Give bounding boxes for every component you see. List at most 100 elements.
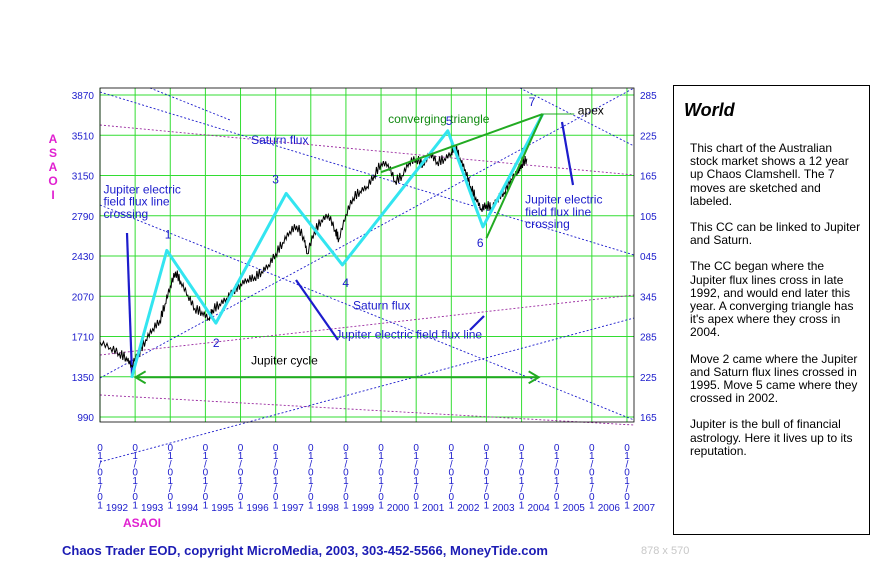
x-date-tick-char: 1 <box>97 451 103 462</box>
x-date-tick-char: 0 <box>519 492 525 503</box>
x-date-tick-char: 0 <box>273 468 279 479</box>
x-date-tick-char: / <box>169 484 172 495</box>
x-date-tick-char: 1 <box>519 451 525 462</box>
x-year-label: 1994 <box>176 503 199 514</box>
x-date-tick-char: / <box>345 484 348 495</box>
move-label: 3 <box>272 172 279 186</box>
x-date-tick-char: / <box>520 484 523 495</box>
cycle-arrow-head-right <box>528 370 541 385</box>
x-year-label: 1993 <box>141 503 164 514</box>
x-date-tick-char: / <box>380 484 383 495</box>
jupiter-flux-segment <box>469 315 485 331</box>
clamshell-moves: 1 2 3 4 5 6 7 <box>130 95 545 379</box>
x-date-tick-char: 1 <box>132 500 138 511</box>
x-date-tick-char: / <box>485 459 488 470</box>
x-date-tick-char: / <box>555 459 558 470</box>
saturn-flux-line <box>99 124 635 176</box>
x-date-tick-char: / <box>169 459 172 470</box>
symbol-vertical-char: O <box>48 174 57 188</box>
jupiter-cycle-arrow <box>133 370 541 385</box>
x-date-tick-char: 1 <box>554 500 560 511</box>
symbol-bottom-label: ASAOI <box>123 516 161 530</box>
x-date-tick-char: 1 <box>589 500 595 511</box>
x-date-tick-char: 0 <box>554 492 560 503</box>
x-date-tick-char: 0 <box>132 443 138 454</box>
x-date-tick-char: 1 <box>343 500 349 511</box>
x-year-label: 1996 <box>246 503 269 514</box>
x-year-label: 2000 <box>387 503 410 514</box>
x-date-tick-char: 1 <box>97 476 103 487</box>
y-tick-label-right: 165 <box>640 413 657 424</box>
x-date-tick-char: / <box>274 459 277 470</box>
plot-frame <box>99 87 635 423</box>
x-date-tick-char: 1 <box>484 500 490 511</box>
y-tick-label-right: 345 <box>640 292 657 303</box>
triangle-lower-line <box>485 113 544 239</box>
x-date-tick-char: / <box>274 484 277 495</box>
footer-copyright: Chaos Trader EOD, copyright MicroMedia, … <box>62 543 548 558</box>
price-line <box>99 144 528 369</box>
x-date-tick-char: 0 <box>97 468 103 479</box>
x-year-label: 2004 <box>527 503 550 514</box>
x-date-tick-char: 0 <box>378 443 384 454</box>
panel-paragraph: Jupiter is the bull of financial astrolo… <box>690 417 853 458</box>
panel-paragraph: This chart of the Australian stock marke… <box>690 141 849 208</box>
move-label: 4 <box>342 276 349 290</box>
x-date-tick-char: 1 <box>554 451 560 462</box>
x-date-tick-char: 0 <box>413 492 419 503</box>
x-date-tick-char: 0 <box>589 468 595 479</box>
y-tick-label-left: 3510 <box>72 131 95 142</box>
x-year-label: 1999 <box>352 503 375 514</box>
y-tick-label-left: 2790 <box>72 212 95 223</box>
move-label: 5 <box>446 114 453 128</box>
x-date-tick-char: 0 <box>413 468 419 479</box>
x-date-tick-char: 1 <box>484 476 490 487</box>
x-date-tick-char: / <box>239 484 242 495</box>
x-date-tick-char: 1 <box>132 476 138 487</box>
x-date-tick-char: / <box>626 459 629 470</box>
chart-annotation: converging triangle <box>388 112 490 126</box>
x-date-tick-char: 0 <box>484 492 490 503</box>
y-axis-left: 3870 3510 3150 2790 2430 2070 1710 1350 990 <box>72 91 95 424</box>
x-date-tick-char: 0 <box>554 443 560 454</box>
x-year-label: 1992 <box>106 503 129 514</box>
x-date-tick-char: / <box>99 484 102 495</box>
x-date-tick-char: / <box>626 484 629 495</box>
x-date-tick-char: 1 <box>167 476 173 487</box>
x-date-tick-char: 1 <box>308 451 314 462</box>
y-axis-right: 285 225 165 105 045 345 285 225 165 <box>640 91 657 424</box>
x-date-tick-char: / <box>450 459 453 470</box>
x-date-tick-char: / <box>520 459 523 470</box>
x-date-tick-char: 1 <box>589 476 595 487</box>
x-date-tick-char: 0 <box>167 492 173 503</box>
info-panel: World This chart of the Australian stock… <box>673 85 870 535</box>
x-date-tick-char: 1 <box>343 476 349 487</box>
x-date-tick-char: 0 <box>238 468 244 479</box>
x-date-tick-char: 0 <box>97 443 103 454</box>
x-date-tick-char: 1 <box>449 451 455 462</box>
x-date-tick-char: / <box>485 484 488 495</box>
jupiter-flux-line <box>149 87 231 121</box>
x-date-tick-char: / <box>309 459 312 470</box>
x-date-tick-char: 0 <box>97 492 103 503</box>
x-date-tick-char: 1 <box>519 500 525 511</box>
y-tick-label-right: 045 <box>640 252 657 263</box>
move-label: 1 <box>165 227 172 241</box>
x-date-tick-char: 1 <box>378 476 384 487</box>
x-date-tick-char: 0 <box>413 443 419 454</box>
x-date-tick-char: / <box>380 459 383 470</box>
saturn-flux-line <box>99 394 635 426</box>
x-date-tick-char: 0 <box>624 468 630 479</box>
x-date-tick-char: 0 <box>624 443 630 454</box>
x-date-tick-char: 0 <box>167 468 173 479</box>
symbol-vertical-char: A <box>49 160 58 174</box>
x-date-tick-char: / <box>450 484 453 495</box>
x-date-tick-char: 1 <box>624 500 630 511</box>
x-date-tick-char: 0 <box>308 492 314 503</box>
x-date-tick-char: 0 <box>589 443 595 454</box>
x-date-tick-char: / <box>204 484 207 495</box>
saturn-flux-line <box>99 294 635 356</box>
